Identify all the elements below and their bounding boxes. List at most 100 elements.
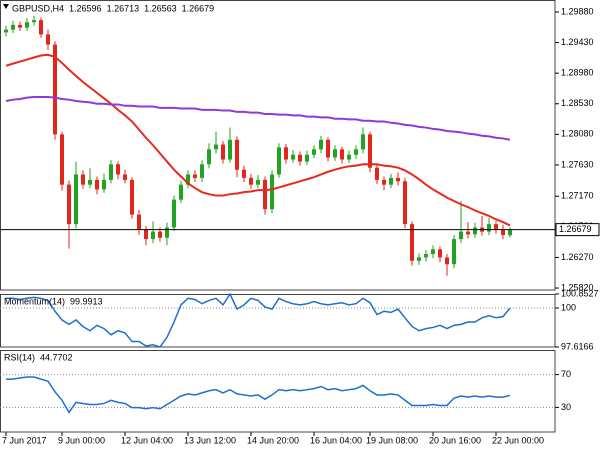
candle-body [431,249,435,255]
header-text: 1.26596 [69,3,102,13]
candle-body [165,227,169,238]
candle-body [67,184,71,225]
candle-body [4,29,8,33]
candle-body [382,179,386,185]
y-tick-label: 100.8527 [561,288,599,298]
y-tick-label: 1.28530 [561,98,594,108]
candle-body [445,257,449,265]
candle-body [473,227,477,235]
candle-body [305,154,309,162]
candle-body [277,147,281,175]
candle-body [508,229,512,236]
candle-body [186,174,190,185]
candle-body [403,181,407,225]
candle-body [214,144,218,150]
x-tick-label: 16 Jun 04:00 [310,435,362,445]
candle-body [102,179,106,190]
candle-body [389,177,393,185]
candle-body [11,24,15,30]
candle-body [46,34,50,45]
y-tick-label: 1.28080 [561,129,594,139]
y-tick-label: 1.28980 [561,68,594,78]
candle-body [88,179,92,185]
price-box-label: 1.26679 [559,224,592,234]
candle-body [368,134,372,168]
y-tick-label: 100 [561,302,576,312]
candle-body [298,154,302,162]
candle-body [270,174,274,210]
header-text: 1.26713 [107,3,140,13]
candle-body [18,24,22,28]
candle-body [193,174,197,178]
candle-body [207,149,211,165]
candle-body [319,139,323,150]
candle-body [466,231,470,235]
candle-body [284,147,288,160]
panel-frame [0,0,556,291]
header-text: 1.26679 [182,3,215,13]
candle-body [452,239,456,265]
y-tick-label: 70 [561,369,571,379]
candle-body [312,149,316,155]
indicator-line [6,376,511,414]
candle-body [361,134,365,150]
y-tick-label: 1.26270 [561,252,594,262]
candle-body [95,179,99,190]
indicator-title: RSI(14) [4,352,35,362]
header-text: 1.26563 [144,3,177,13]
x-tick-label: 20 Jun 16:00 [429,435,481,445]
candle-body [39,20,43,35]
y-tick-label: 1.29430 [561,37,594,47]
x-tick-label: 22 Jun 00:00 [492,435,544,445]
candle-body [200,164,204,178]
symbol-icon [3,4,9,9]
candle-body [25,22,29,28]
moving-average [5,95,511,141]
candle-body [494,224,498,230]
candle-body [256,179,260,185]
candle-body [249,177,253,185]
price-box [555,223,600,237]
x-tick-label: 12 Jun 04:00 [121,435,173,445]
x-tick-label: 14 Jun 20:00 [247,435,299,445]
candle-body [137,214,141,230]
candle-body [438,249,442,258]
y-tick-label: 1.29880 [561,6,594,16]
candle-body [417,257,421,261]
x-tick-label: 13 Jun 12:00 [184,435,236,445]
y-tick-label: 1.27170 [561,191,594,201]
x-tick-label: 9 Jun 00:00 [58,435,105,445]
panel-frame [0,294,556,348]
y-tick-label: 97.6166 [561,341,594,351]
candle-body [333,149,337,158]
candle-body [487,224,491,232]
candle-body [410,224,414,261]
x-tick-label: 19 Jun 08:00 [366,435,418,445]
y-tick-label: 1.25820 [561,282,594,292]
candle-body [459,231,463,240]
candle-body [172,199,176,228]
candle-body [263,179,267,210]
candle-body [116,164,120,175]
candle-body [151,231,155,240]
candle-body [221,144,225,160]
header-text: GBPUSD,H4 [12,3,64,13]
y-tick-label: 1.27630 [561,159,594,169]
candle-body [32,20,36,23]
candle-body [501,229,505,235]
candle-body [228,139,232,160]
candle-body [242,169,246,178]
candle-body [74,174,78,225]
candle-body [326,139,330,158]
candle-body [424,254,428,258]
indicator-line [6,292,511,348]
moving-average [5,53,511,227]
candle-body [354,149,358,155]
panel-frame [0,350,556,433]
candle-body [375,167,379,180]
indicator-title: 44.7702 [40,352,73,362]
y-tick-label: 30 [561,402,571,412]
candle-body [81,174,85,185]
candle-body [291,154,295,160]
